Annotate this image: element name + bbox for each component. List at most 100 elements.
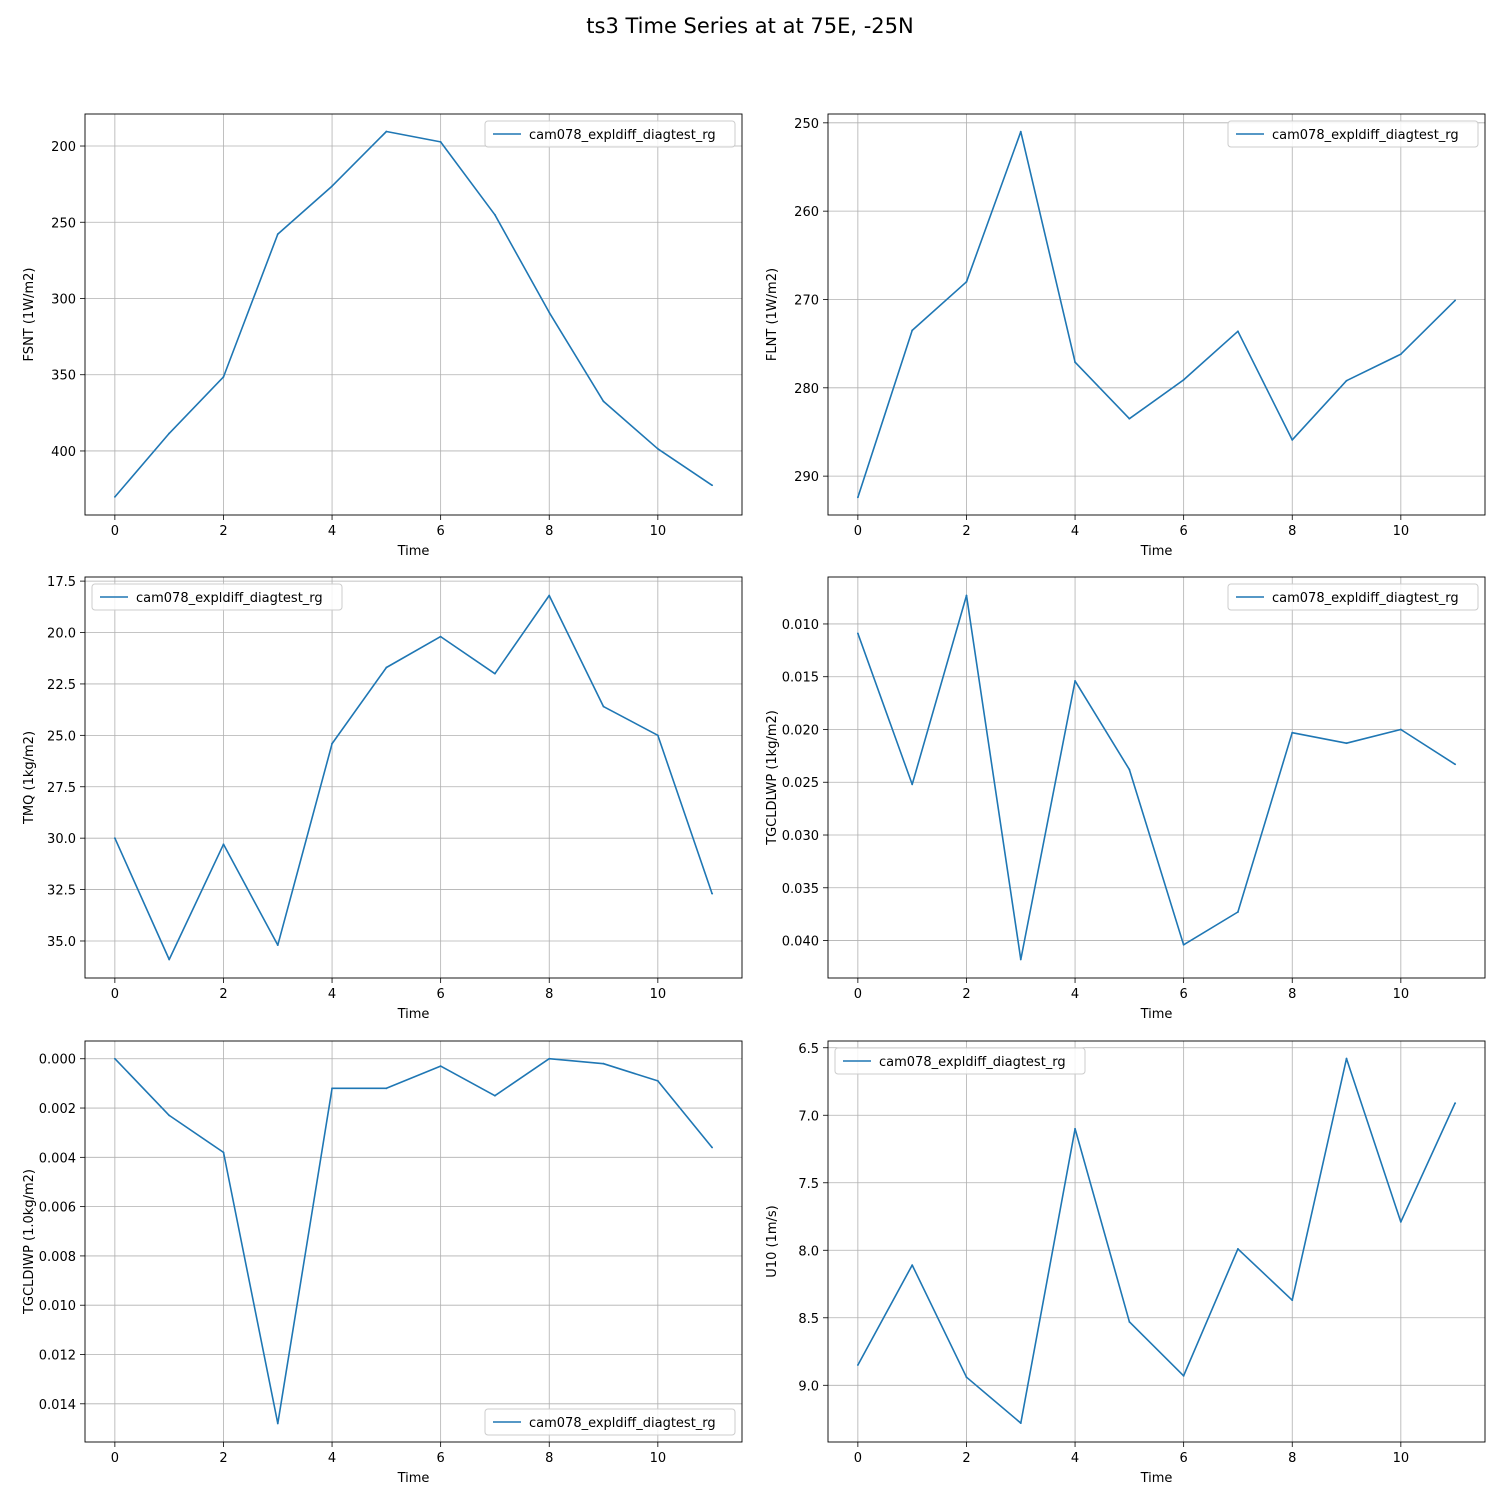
series-line xyxy=(857,130,1456,498)
legend-label: cam078_expldiff_diagtest_rg xyxy=(1272,591,1459,606)
data-point xyxy=(656,734,659,737)
legend-box xyxy=(484,120,736,148)
x-axis-label: Time xyxy=(397,1471,430,1486)
data-point xyxy=(222,1151,225,1154)
y-tick-label: 22.5 xyxy=(47,678,76,693)
y-tick-label: 0.040 xyxy=(782,935,819,950)
legend-label: cam078_expldiff_diagtest_rg xyxy=(879,1055,1066,1070)
legend: cam078_expldiff_diagtest_rg xyxy=(1227,583,1479,611)
x-tick-label: 4 xyxy=(328,987,336,1002)
data-point xyxy=(656,447,659,450)
axes-frame xyxy=(827,113,1486,516)
x-axis-label: Time xyxy=(1140,544,1173,559)
x-tick-label: 10 xyxy=(1393,524,1410,539)
x-tick-label: 10 xyxy=(650,1451,667,1466)
data-point xyxy=(1345,379,1348,382)
data-point xyxy=(1237,330,1239,333)
x-tick-label: 10 xyxy=(650,524,667,539)
axes-frame xyxy=(84,576,743,979)
x-tick-label: 8 xyxy=(545,524,553,539)
x-tick-label: 2 xyxy=(962,1451,970,1466)
legend: cam078_expldiff_diagtest_rg xyxy=(484,1408,736,1436)
y-tick-label: 7.0 xyxy=(798,1109,819,1124)
legend-box xyxy=(1227,583,1479,611)
data-point xyxy=(1019,130,1022,133)
y-axis-label: FLNT (1W/m2) xyxy=(765,268,780,361)
data-point xyxy=(1128,1320,1131,1323)
x-tick-label: 4 xyxy=(328,524,336,539)
data-point xyxy=(1345,742,1348,745)
data-point xyxy=(168,958,171,961)
data-point xyxy=(1019,1422,1022,1424)
x-tick-label: 2 xyxy=(219,1451,227,1466)
legend-box xyxy=(484,1408,736,1436)
data-point xyxy=(911,783,914,786)
y-tick-label: 290 xyxy=(794,470,819,485)
y-tick-label: 8.0 xyxy=(798,1244,819,1259)
x-tick-label: 6 xyxy=(437,1451,445,1466)
data-point xyxy=(1019,958,1022,961)
data-point xyxy=(1399,353,1402,356)
y-axis-label: U10 (1m/s) xyxy=(765,1205,780,1277)
x-tick-label: 8 xyxy=(545,987,553,1002)
y-tick-label: 0.014 xyxy=(39,1398,76,1413)
x-tick-label: 0 xyxy=(854,524,862,539)
y-tick-label: 27.5 xyxy=(47,781,76,796)
x-tick-label: 10 xyxy=(1393,1451,1410,1466)
data-point xyxy=(276,944,279,946)
x-tick-label: 0 xyxy=(111,987,119,1002)
subplot-6: 0 2 4 6 8 10 6.5 7.0 7.5 8.0 8.5 9.0 Time U10 (1m/s) c… xyxy=(765,1040,1486,1486)
y-axis-label: TGCLDIWP (1.0kg/m2) xyxy=(22,1169,37,1315)
data-point xyxy=(494,1094,496,1097)
data-point xyxy=(331,1087,333,1090)
x-tick-label: 4 xyxy=(1071,1451,1079,1466)
x-tick-label: 2 xyxy=(962,524,970,539)
subplot-2: 0 2 4 6 8 10 250 260 270 280 290 Time FLNT (1W/m2) ca… xyxy=(765,113,1486,559)
data-point xyxy=(168,432,171,435)
y-tick-label: 250 xyxy=(51,216,76,231)
y-tick-label: 32.5 xyxy=(47,884,76,899)
series-line xyxy=(114,1057,713,1425)
legend-label: cam078_expldiff_diagtest_rg xyxy=(136,591,323,606)
legend: cam078_expldiff_diagtest_rg xyxy=(91,583,343,611)
x-tick-label: 10 xyxy=(650,987,667,1002)
data-point xyxy=(1454,763,1457,766)
data-point xyxy=(494,213,496,216)
y-tick-label: 270 xyxy=(794,293,819,308)
y-axis-label: FSNT (1W/m2) xyxy=(22,268,37,362)
data-point xyxy=(439,1065,442,1068)
x-axis-label: Time xyxy=(1140,1007,1173,1022)
y-tick-label: 300 xyxy=(51,292,76,307)
x-tick-label: 0 xyxy=(111,1451,119,1466)
data-point xyxy=(548,311,551,314)
data-point xyxy=(1345,1057,1348,1060)
y-tick-label: 0.010 xyxy=(782,618,819,633)
x-tick-label: 0 xyxy=(854,1451,862,1466)
x-axis-label: Time xyxy=(1140,1471,1173,1486)
legend-label: cam078_expldiff_diagtest_rg xyxy=(529,1416,716,1431)
data-point xyxy=(494,672,496,675)
axes-frame xyxy=(827,1040,1486,1443)
data-point xyxy=(656,1080,659,1082)
axes-frame xyxy=(84,1040,743,1443)
y-axis-label: TGCLDLWP (1kg/m2) xyxy=(765,710,780,846)
data-point xyxy=(1454,1102,1457,1105)
subplot-5: 0 2 4 6 8 10 0.000 0.002 0.004 0.006 0.008 0.010 0.0… xyxy=(22,1040,743,1486)
data-point xyxy=(331,742,333,745)
data-point xyxy=(113,1057,116,1060)
y-tick-label: 400 xyxy=(51,445,76,460)
y-tick-label: 9.0 xyxy=(798,1379,819,1394)
y-tick-label: 20.0 xyxy=(47,627,76,642)
x-tick-label: 8 xyxy=(1288,1451,1296,1466)
y-tick-label: 25.0 xyxy=(47,729,76,744)
data-point xyxy=(385,130,388,133)
data-point xyxy=(711,1146,714,1149)
subplot-3: 0 2 4 6 8 10 17.5 20.0 22.5 25.0 27.5 30.0 32.5 35.0 T… xyxy=(22,575,743,1022)
y-tick-label: 0.010 xyxy=(39,1299,76,1314)
legend-box xyxy=(91,583,343,611)
series-line xyxy=(114,594,713,961)
y-tick-label: 0.020 xyxy=(782,723,819,738)
y-tick-label: 0.006 xyxy=(39,1201,76,1216)
data-point xyxy=(548,594,551,597)
data-point xyxy=(1399,1221,1402,1223)
